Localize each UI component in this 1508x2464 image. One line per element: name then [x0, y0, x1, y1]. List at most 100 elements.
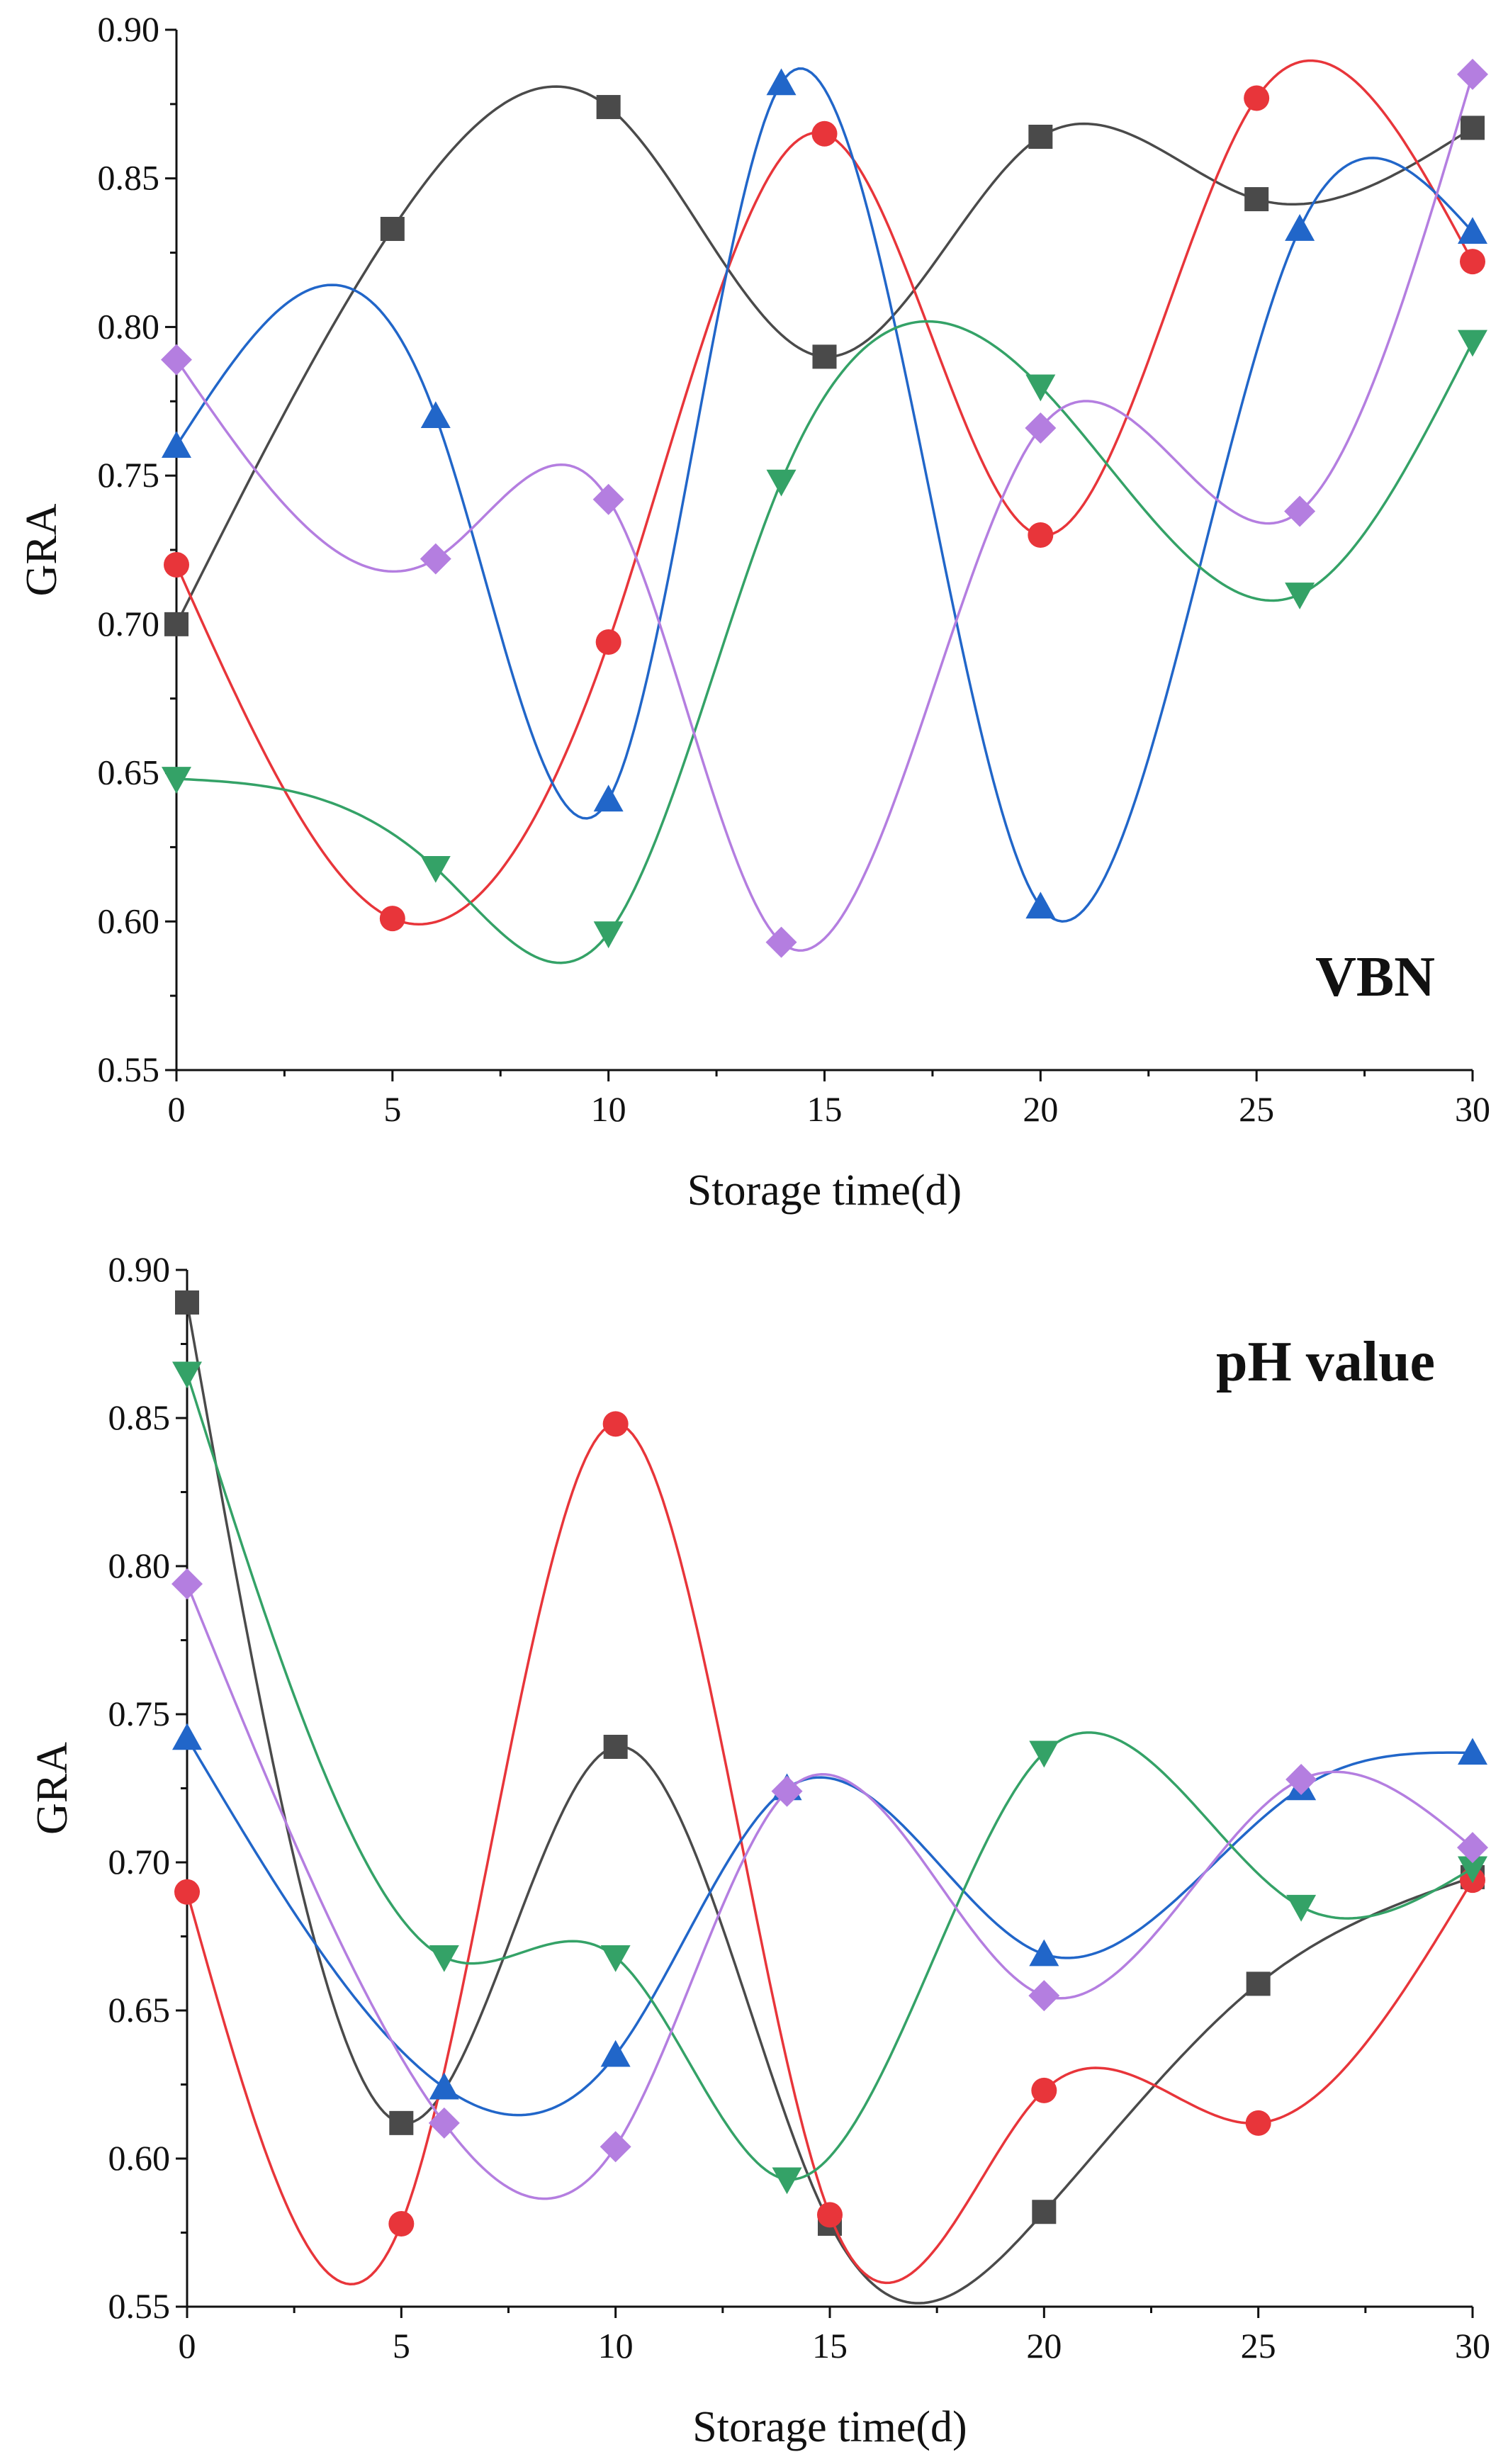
- y-tick-label: 0.75: [98, 455, 160, 495]
- x-tick-label: 20: [1023, 1089, 1058, 1129]
- data-point-diamond: [420, 543, 451, 575]
- data-point-triangle-up: [172, 1723, 202, 1750]
- data-point-circle: [595, 629, 621, 656]
- panel-label: VBN: [1315, 946, 1435, 1008]
- data-point-square: [1032, 2200, 1057, 2224]
- y-axis-title: GRA: [28, 1742, 77, 1835]
- data-point-circle: [174, 1879, 200, 1905]
- data-point-triangle-down: [1458, 330, 1487, 357]
- data-point-square: [603, 1734, 628, 1759]
- data-point-triangle-up: [600, 2040, 631, 2067]
- data-point-circle: [817, 2202, 843, 2228]
- data-point-square: [1244, 187, 1269, 212]
- y-tick-label: 0.60: [98, 901, 160, 940]
- y-tick-label: 0.70: [98, 604, 160, 643]
- x-tick-label: 0: [168, 1089, 186, 1129]
- data-point-circle: [1031, 2077, 1057, 2103]
- data-point-square: [164, 612, 188, 636]
- series-line-diamond: [186, 1583, 1474, 2200]
- data-point-triangle-up: [162, 431, 191, 458]
- data-point-circle: [388, 2210, 415, 2237]
- x-tick-label: 0: [179, 2326, 196, 2365]
- y-tick-label: 0.85: [108, 1397, 171, 1437]
- y-tick-label: 0.90: [108, 1249, 171, 1289]
- y-tick-label: 0.90: [98, 9, 160, 49]
- data-point-circle: [602, 1411, 629, 1437]
- data-point-triangle-down: [1458, 1856, 1487, 1884]
- x-tick-label: 15: [812, 2326, 848, 2365]
- x-tick-label: 30: [1455, 1089, 1490, 1129]
- data-point-triangle-down: [1025, 374, 1056, 402]
- data-point-square: [175, 1290, 199, 1315]
- data-point-diamond: [1028, 1980, 1060, 2012]
- data-point-circle: [1244, 85, 1270, 111]
- y-tick-label: 0.60: [108, 2138, 171, 2178]
- data-point-triangle-down: [772, 2167, 802, 2195]
- data-point-square: [380, 217, 405, 242]
- data-point-triangle-down: [593, 921, 624, 949]
- data-point-triangle-down: [1286, 1894, 1317, 1922]
- data-point-triangle-up: [1458, 217, 1487, 244]
- data-point-diamond: [592, 483, 624, 515]
- series-line-triangle-down: [186, 1373, 1473, 2181]
- data-point-triangle-up: [420, 401, 451, 429]
- data-point-triangle-down: [420, 855, 451, 883]
- data-point-square: [596, 95, 621, 120]
- y-tick-label: 0.75: [108, 1694, 171, 1733]
- data-point-triangle-up: [1285, 214, 1315, 241]
- data-point-diamond: [1025, 412, 1057, 444]
- data-point-diamond: [1457, 1832, 1488, 1864]
- data-point-diamond: [1457, 58, 1488, 90]
- x-axis-title: Storage time(d): [687, 1166, 962, 1215]
- data-point-triangle-up: [1458, 1738, 1487, 1765]
- data-point-triangle-down: [1029, 1740, 1059, 1768]
- x-tick-label: 20: [1026, 2326, 1062, 2365]
- chart-panel-1: 0.55 0.60 0.65 0.70 0.75 0.80 0.85 0.90 0 5 10 15 20…: [18, 9, 1490, 1215]
- data-point-circle: [1028, 522, 1054, 549]
- data-point-triangle-up: [766, 68, 797, 96]
- y-tick-label: 0.65: [98, 753, 160, 792]
- data-point-diamond: [1285, 1763, 1317, 1795]
- data-point-circle: [811, 120, 838, 147]
- data-point-diamond: [765, 926, 797, 958]
- data-point-circle: [379, 906, 405, 932]
- series-line-triangle-up: [186, 1737, 1473, 2117]
- data-point-triangle-down: [429, 1945, 459, 1972]
- data-point-square: [1028, 124, 1053, 149]
- data-point-circle: [1460, 249, 1485, 275]
- x-axis-title: Storage time(d): [692, 2403, 967, 2451]
- data-point-triangle-down: [766, 469, 797, 497]
- data-point-triangle-down: [600, 1945, 631, 1972]
- data-point-square: [1246, 1971, 1271, 1996]
- data-point-diamond: [428, 2107, 460, 2139]
- data-point-square: [389, 2110, 414, 2135]
- series-line-triangle-down: [176, 320, 1474, 964]
- data-point-diamond: [1284, 495, 1316, 527]
- data-point-triangle-up: [593, 784, 624, 812]
- data-point-diamond: [161, 344, 192, 376]
- data-point-triangle-up: [1025, 891, 1056, 919]
- series-line-triangle-up: [175, 67, 1474, 923]
- chart-panel-2: 0.55 0.60 0.65 0.70 0.75 0.80 0.85 0.90 0 5 10 15 20…: [28, 1249, 1490, 2451]
- y-tick-label: 0.65: [108, 1990, 171, 2030]
- data-point-circle: [164, 551, 189, 578]
- y-tick-label: 0.55: [108, 2286, 171, 2326]
- x-tick-label: 30: [1455, 2326, 1490, 2365]
- data-point-triangle-up: [1029, 1939, 1059, 1967]
- y-axis-title: GRA: [18, 503, 66, 596]
- data-point-triangle-down: [1285, 583, 1315, 609]
- x-tick-label: 10: [598, 2326, 634, 2365]
- x-tick-label: 10: [591, 1089, 626, 1129]
- x-tick-label: 5: [393, 2326, 410, 2365]
- data-point-circle: [1245, 2110, 1271, 2136]
- data-point-square: [812, 344, 837, 369]
- y-tick-label: 0.85: [98, 158, 160, 198]
- data-point-diamond: [771, 1775, 803, 1807]
- y-tick-label: 0.80: [98, 306, 160, 346]
- panel-label: pH value: [1216, 1331, 1435, 1393]
- x-tick-label: 5: [383, 1089, 401, 1129]
- y-tick-label: 0.70: [108, 1842, 171, 1881]
- y-tick-label: 0.80: [108, 1546, 171, 1585]
- data-point-diamond: [600, 2131, 631, 2163]
